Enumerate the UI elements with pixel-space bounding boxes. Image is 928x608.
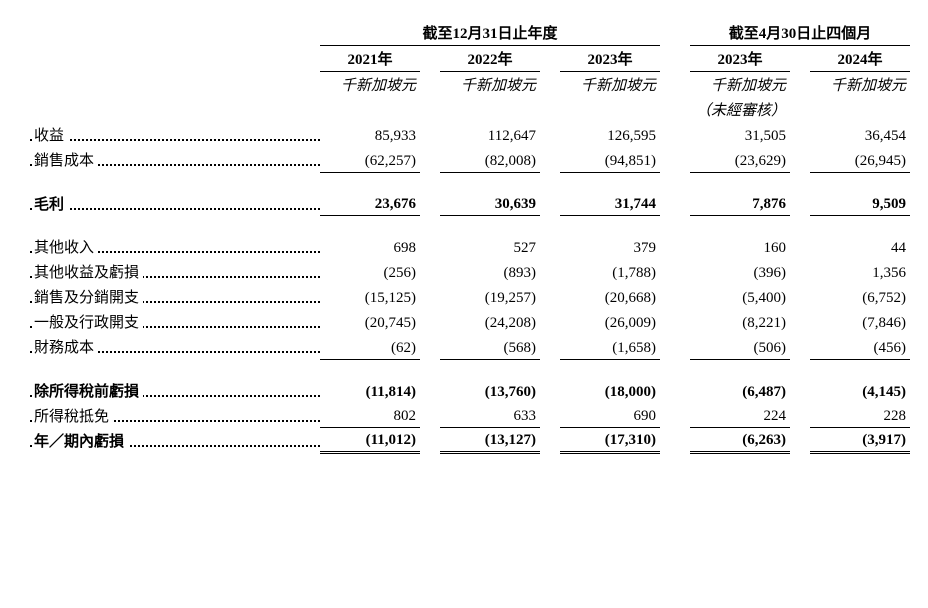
row-tax-credit: 所得稅抵免 802 633 690 224 228 xyxy=(30,403,910,428)
income-statement-table: 截至12月31日止年度 截至4月30日止四個月 2021年 2022年 2023… xyxy=(30,20,910,454)
col-p2023: 2023年 xyxy=(690,46,790,72)
hdr-year-group: 截至12月31日止年度 xyxy=(320,20,660,46)
unaudited-note: （未經審核） xyxy=(690,97,790,122)
col-2023: 2023年 xyxy=(560,46,660,72)
unit-5: 千新加坡元 xyxy=(810,72,910,98)
row-cost-of-sales: 銷售成本 (62,257) (82,008) (94,851) (23,629)… xyxy=(30,147,910,172)
col-2021: 2021年 xyxy=(320,46,420,72)
row-loss-before-tax: 除所得稅前虧損 (11,814) (13,760) (18,000) (6,48… xyxy=(30,378,910,403)
row-gen-admin: 一般及行政開支 (20,745) (24,208) (26,009) (8,22… xyxy=(30,309,910,334)
row-other-gains: 其他收益及虧損 (256) (893) (1,788) (396) 1,356 xyxy=(30,259,910,284)
col-2022: 2022年 xyxy=(440,46,540,72)
row-selling-dist: 銷售及分銷開支 (15,125) (19,257) (20,668) (5,40… xyxy=(30,284,910,309)
hdr-4m-group: 截至4月30日止四個月 xyxy=(690,20,910,46)
col-p2024: 2024年 xyxy=(810,46,910,72)
row-revenue: 收益 85,933 112,647 126,595 31,505 36,454 xyxy=(30,122,910,147)
unit-3: 千新加坡元 xyxy=(560,72,660,98)
row-loss-for-period: 年／期內虧損 (11,012) (13,127) (17,310) (6,263… xyxy=(30,428,910,453)
row-finance-costs: 財務成本 (62) (568) (1,658) (506) (456) xyxy=(30,334,910,359)
unit-1: 千新加坡元 xyxy=(320,72,420,98)
row-gross-profit: 毛利 23,676 30,639 31,744 7,876 9,509 xyxy=(30,191,910,216)
unit-2: 千新加坡元 xyxy=(440,72,540,98)
unit-4: 千新加坡元 xyxy=(690,72,790,98)
row-other-income: 其他收入 698 527 379 160 44 xyxy=(30,234,910,259)
